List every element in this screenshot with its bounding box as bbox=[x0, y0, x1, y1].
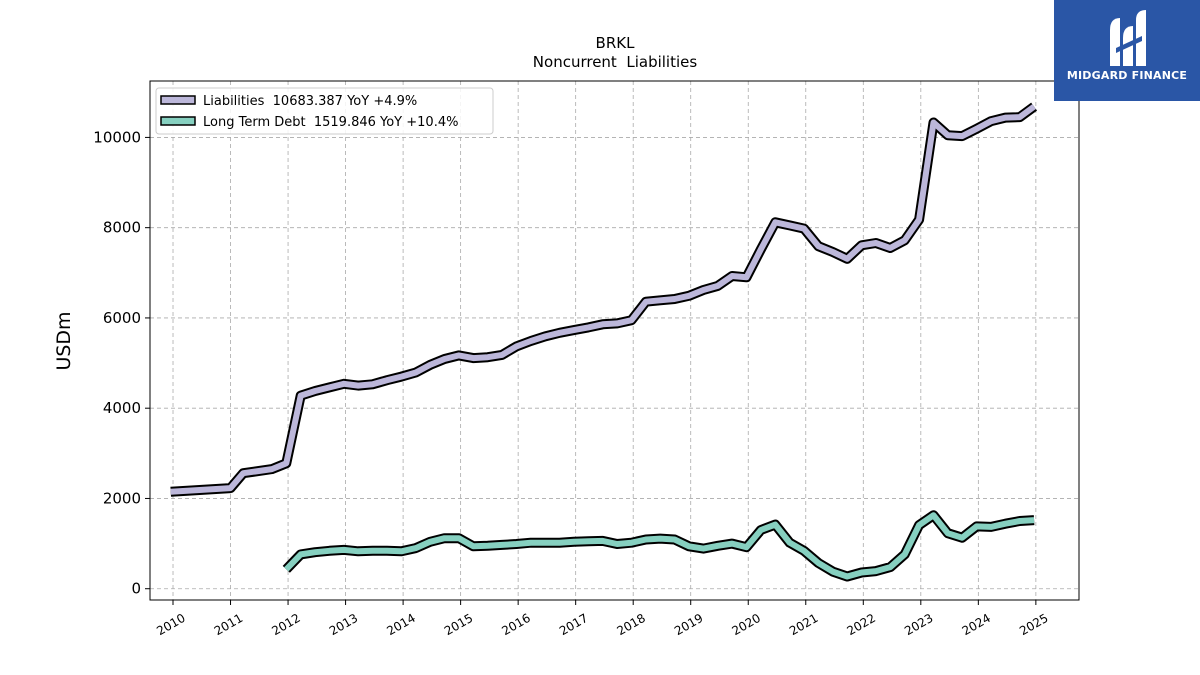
chart-title: BRKL bbox=[596, 34, 636, 52]
x-tick-label: 2016 bbox=[499, 611, 532, 638]
x-tick-label: 2017 bbox=[557, 611, 590, 638]
series-line-long-term-debt bbox=[284, 512, 1035, 580]
legend-label: Long Term Debt 1519.846 YoY +10.4% bbox=[203, 115, 458, 130]
x-tick-label: 2011 bbox=[212, 611, 245, 638]
x-tick-label: 2025 bbox=[1017, 611, 1050, 638]
x-tick-label: 2014 bbox=[384, 611, 417, 638]
chart-subtitle: Noncurrent Liabilities bbox=[533, 53, 698, 71]
y-axis-label: USDm bbox=[53, 311, 75, 370]
legend-swatch bbox=[160, 95, 196, 105]
legend-box bbox=[155, 87, 494, 135]
y-tick-label: 4000 bbox=[103, 399, 141, 417]
plot-frame bbox=[149, 80, 1080, 601]
axis-ticks: 0 2000 4000 6000 8000 10000 2010 2011 2012 2013 20… bbox=[93, 128, 1050, 638]
y-tick-label: 10000 bbox=[93, 128, 141, 146]
x-tick-label: 2010 bbox=[154, 611, 187, 638]
x-tick-label: 2018 bbox=[614, 611, 647, 638]
x-tick-label: 2024 bbox=[960, 611, 993, 638]
brand-name: MIDGARD FINANCE bbox=[1066, 69, 1188, 82]
x-tick-label: 2022 bbox=[845, 611, 878, 638]
legend-swatch bbox=[160, 116, 196, 126]
y-tick-label: 8000 bbox=[103, 219, 141, 237]
logo-mark-icon bbox=[1110, 10, 1146, 66]
x-tick-label: 2013 bbox=[327, 611, 360, 638]
x-tick-label: 2020 bbox=[730, 611, 763, 638]
x-tick-label: 2012 bbox=[269, 611, 302, 638]
series-outline-liabilities bbox=[170, 102, 1038, 497]
legend: Liabilities 10683.387 YoY +4.9% Long Term… bbox=[155, 87, 494, 135]
x-tick-label: 2015 bbox=[442, 611, 475, 638]
grid bbox=[150, 81, 1079, 600]
series-layer bbox=[170, 102, 1038, 582]
y-tick-label: 0 bbox=[131, 580, 141, 598]
legend-label: Liabilities 10683.387 YoY +4.9% bbox=[203, 94, 417, 109]
x-tick-label: 2019 bbox=[672, 611, 705, 638]
y-tick-label: 2000 bbox=[103, 489, 141, 507]
y-tick-label: 6000 bbox=[103, 309, 141, 327]
x-tick-label: 2021 bbox=[787, 611, 820, 638]
series-line-liabilities bbox=[170, 104, 1036, 495]
brand-logo: MIDGARD FINANCE bbox=[1054, 0, 1200, 101]
x-tick-label: 2023 bbox=[902, 611, 935, 638]
